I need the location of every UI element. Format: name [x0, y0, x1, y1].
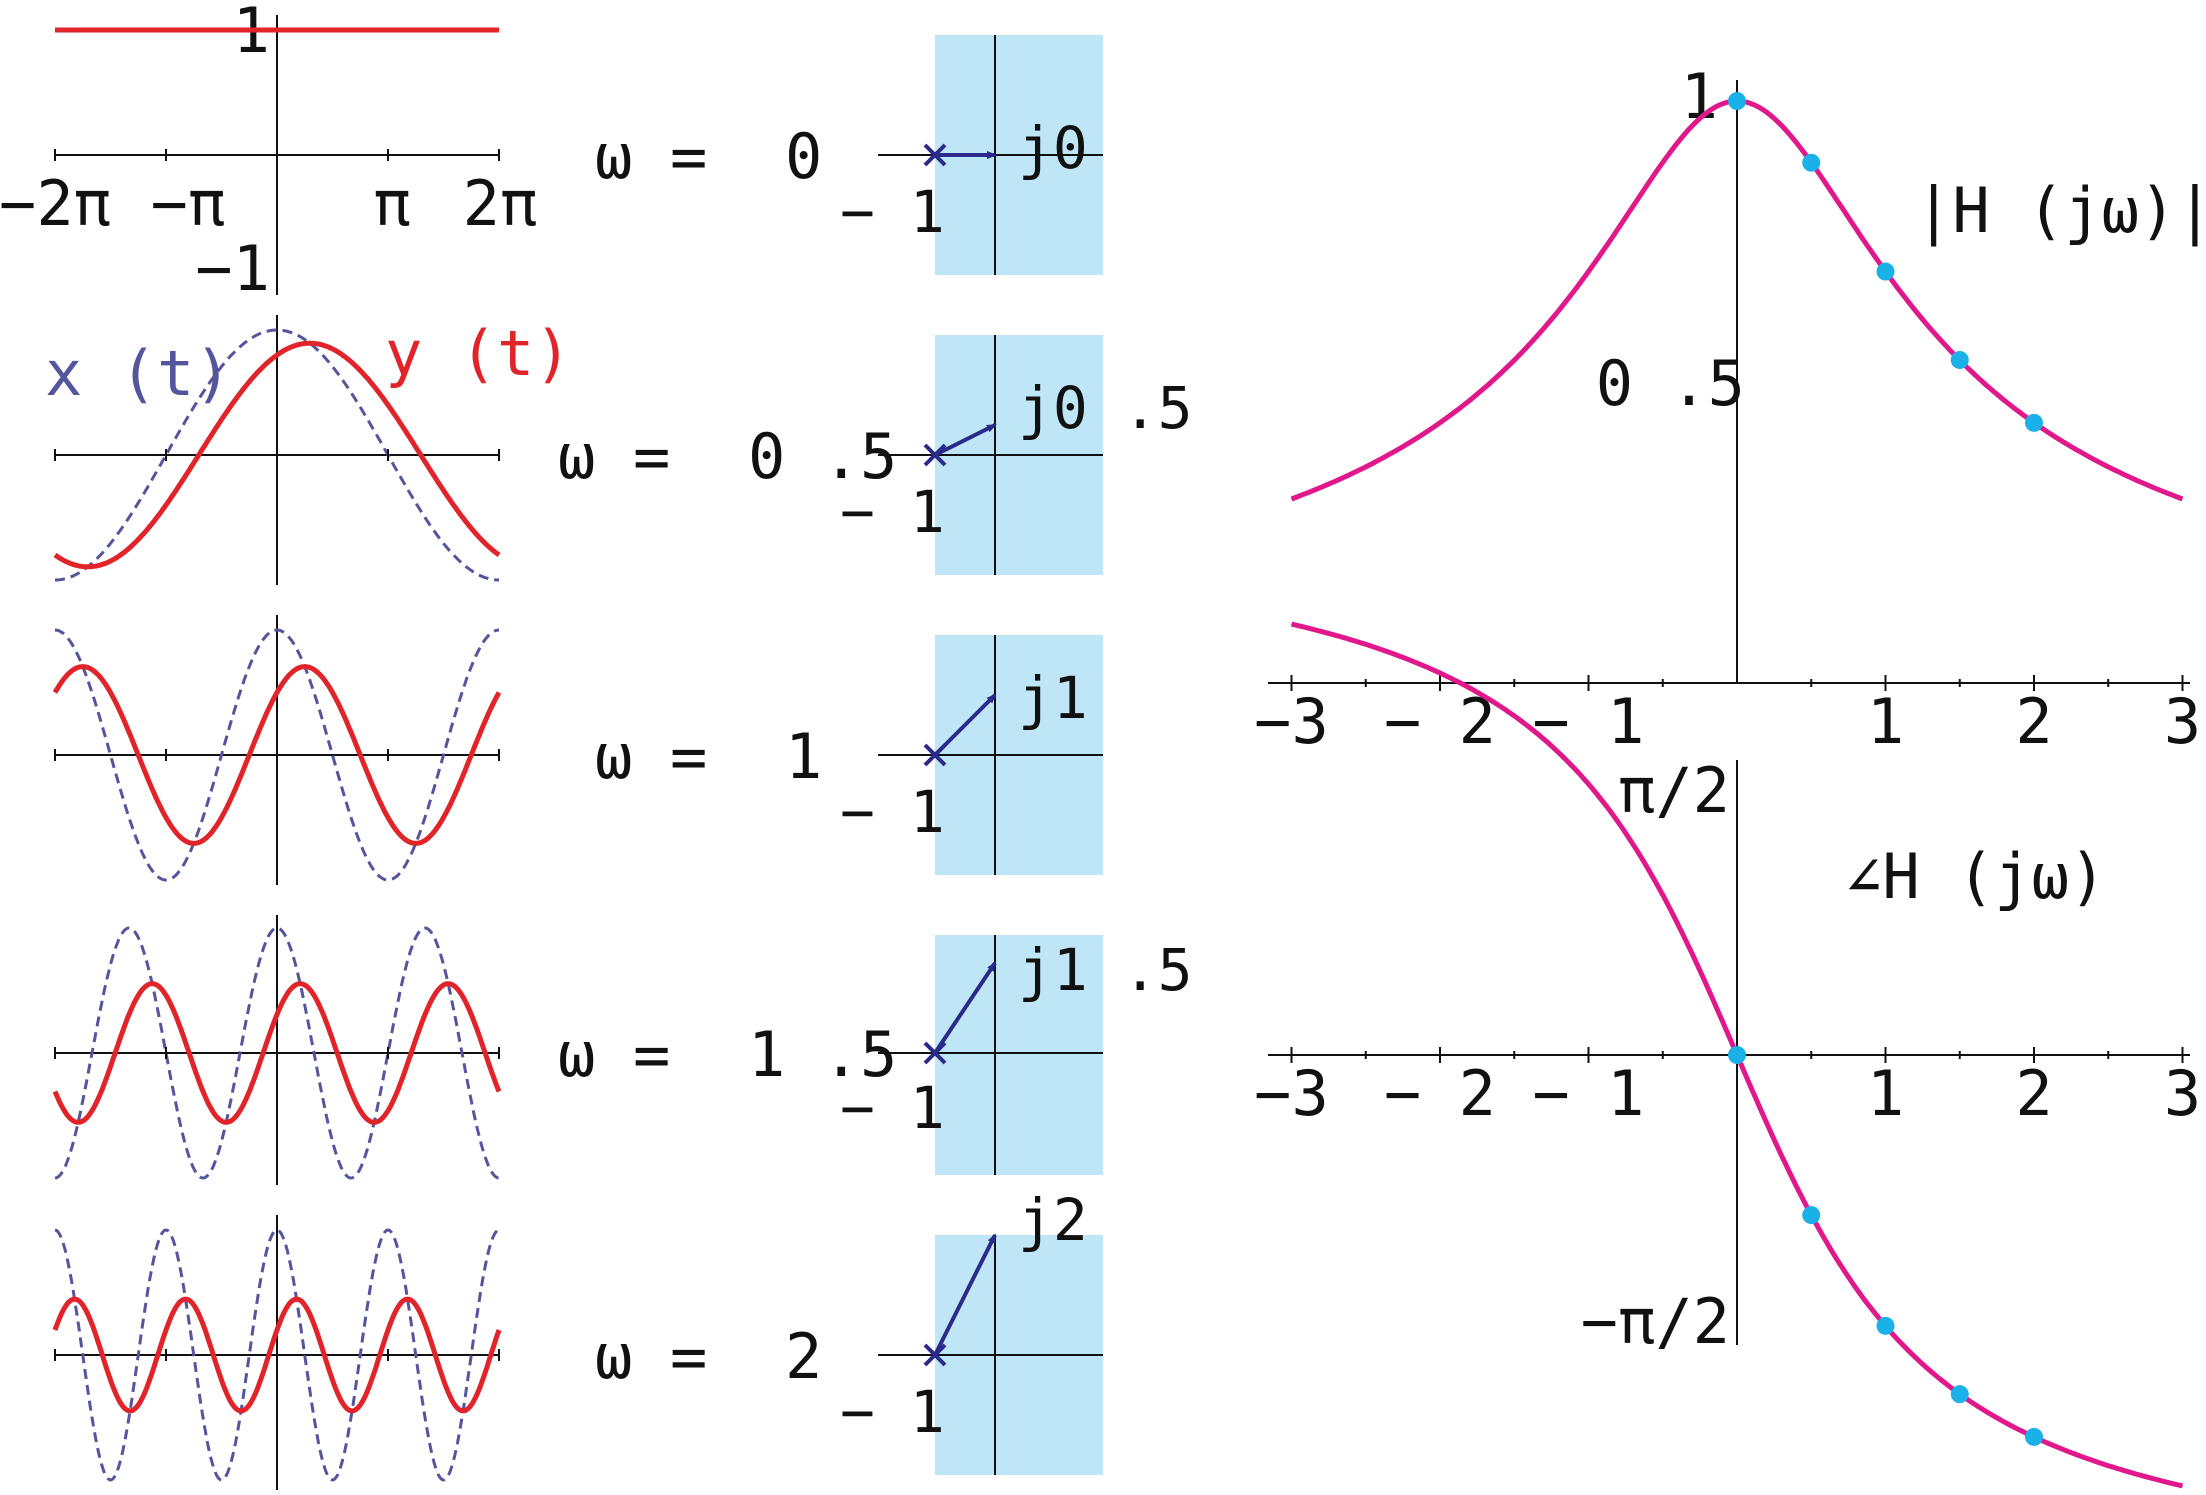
- omega-value: 1 .5: [748, 1018, 897, 1091]
- magnitude-x-tick-label: 2: [2015, 685, 2052, 758]
- phase-sample-point: [1802, 1206, 1821, 1225]
- time-plot-omega-1: [55, 615, 500, 885]
- input-signal-x-curve: [54, 926, 500, 1180]
- phase-x-tick-label: − 2: [1384, 1057, 1496, 1130]
- minus-one-label: − 1: [840, 178, 945, 246]
- omega-symbol: ω: [595, 720, 632, 793]
- magnitude-x-tick-label: 3: [2164, 685, 2201, 758]
- phasor-arrow: [933, 1233, 997, 1356]
- magnitude-sample-point: [1728, 92, 1746, 110]
- omega-value: 1: [785, 720, 822, 793]
- omega-symbol: ω: [558, 420, 595, 493]
- minus-one-label: − 1: [840, 1378, 945, 1446]
- omega-value: 2: [785, 1320, 822, 1393]
- input-signal-x-curve: [54, 1228, 500, 1482]
- input-signal-x-curve: [55, 328, 499, 582]
- output-signal-y-curve: [53, 340, 501, 570]
- phase-x-tick-label: − 1: [1533, 1057, 1645, 1130]
- omega-symbol: ω: [595, 1320, 632, 1393]
- magnitude-sample-point: [1950, 350, 1969, 369]
- minus-one-label: − 1: [840, 778, 945, 846]
- x-tick-label: 2π: [463, 167, 538, 240]
- phase-x-tick-label: 3: [2164, 1057, 2201, 1130]
- phase-y-tick-label: π/2: [1618, 754, 1730, 827]
- phase-x-tick-label: −3: [1254, 1057, 1329, 1130]
- time-plot-omega-0: −2π −π π 2π 1 −1: [0, 0, 537, 305]
- magnitude-x-tick-label: 1: [1867, 685, 1904, 758]
- equals-sign: =: [670, 1320, 707, 1393]
- equals-sign: =: [633, 420, 670, 493]
- phase-curve-label: ∠H (jω): [1845, 840, 2106, 913]
- x-tick-label: −2π: [0, 167, 111, 240]
- phase-sample-point: [1728, 1046, 1746, 1064]
- omega-value: 0 .5: [748, 420, 897, 493]
- y-tick-label: −1: [195, 232, 270, 305]
- phasor-tip-label: j1 .5: [1018, 936, 1193, 1004]
- phasor-arrow: [933, 693, 997, 757]
- phasor-row-omega-1: ω = 1 − 1 j1: [595, 635, 1103, 875]
- phasor-row-omega-0: ω = 0 − 1 j0: [595, 35, 1103, 275]
- magnitude-curve-label: |H (jω)|: [1915, 174, 2206, 248]
- magnitude-y-tick-label: 0 .5: [1596, 347, 1745, 420]
- phasor-arrow: [934, 423, 997, 457]
- magnitude-x-tick-label: −3: [1254, 685, 1329, 758]
- x-tick-label: −π: [151, 167, 226, 240]
- output-signal-y-curve: [52, 981, 502, 1125]
- time-plot-omega-0.5: x (t) y (t): [45, 315, 572, 585]
- phasor-row-omega-2: ω = 2 − 1 j2: [595, 1186, 1103, 1475]
- phasor-row-omega-1.5: ω = 1 .5 − 1 j1 .5: [558, 935, 1193, 1175]
- complex-plane-background: [935, 935, 1103, 1175]
- phasor-tip-label: j2: [1018, 1186, 1088, 1254]
- equals-sign: =: [670, 720, 707, 793]
- phase-plot: π/2 −π/2 ∠H (jω) −3 − 2 − 1 1 2 3: [1254, 621, 2201, 1489]
- phasor-tip-label: j0: [1018, 114, 1088, 182]
- legend-x-label: x (t): [45, 337, 232, 410]
- y-tick-label: 1: [233, 0, 270, 67]
- phase-x-tick-label: 1: [1867, 1057, 1904, 1130]
- minus-one-label: − 1: [840, 1074, 945, 1142]
- time-plot-omega-1.5: [55, 915, 500, 1185]
- equals-sign: =: [633, 1018, 670, 1091]
- magnitude-sample-point: [1876, 262, 1895, 281]
- legend-y-label: y (t): [385, 317, 572, 390]
- phase-sample-point: [1950, 1385, 1969, 1404]
- omega-symbol: ω: [558, 1018, 595, 1091]
- omega-value: 0: [785, 120, 822, 193]
- phasor-row-omega-0.5: ω = 0 .5 − 1 j0 .5: [558, 335, 1193, 575]
- phase-y-tick-label: −π/2: [1581, 1285, 1730, 1358]
- output-signal-y-curve: [52, 1296, 502, 1414]
- phase-sample-point: [1876, 1316, 1895, 1335]
- magnitude-sample-point: [2025, 413, 2043, 432]
- phase-x-tick-label: 2: [2015, 1057, 2052, 1130]
- phasor-diagrams: ω = 0 − 1 j0 ω = 0 .5 − 1 j0 .5 ω = 1 − …: [558, 35, 1193, 1475]
- time-domain-plots: −2π −π π 2π 1 −1 x (t) y (t): [0, 0, 572, 1490]
- phasor-tip-label: j1: [1018, 664, 1088, 732]
- magnitude-x-tick-label: − 2: [1384, 685, 1496, 758]
- equals-sign: =: [670, 120, 707, 193]
- phasor-arrow: [933, 961, 997, 1055]
- time-plot-omega-2: [55, 1215, 500, 1490]
- output-signal-y-curve: [52, 664, 502, 846]
- phase-sample-point: [2025, 1427, 2043, 1446]
- omega-symbol: ω: [595, 120, 632, 193]
- x-tick-label: π: [373, 167, 410, 240]
- input-signal-x-curve: [54, 628, 500, 882]
- phasor-tip-label: j0 .5: [1018, 374, 1193, 442]
- minus-one-label: − 1: [840, 478, 945, 546]
- magnitude-sample-point: [1802, 153, 1821, 172]
